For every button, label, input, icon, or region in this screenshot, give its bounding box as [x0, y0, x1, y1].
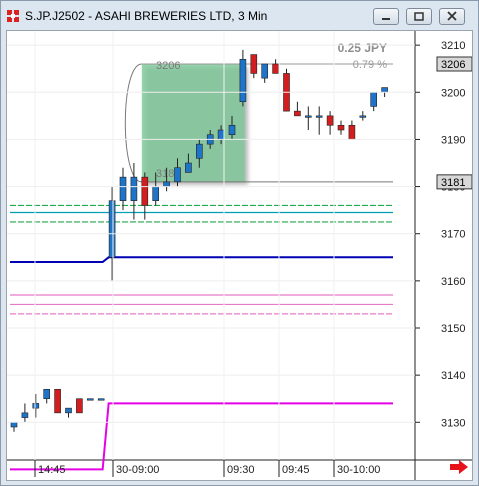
minimize-button[interactable]: [373, 8, 399, 25]
candle-body: [359, 115, 367, 118]
candle-body: [261, 63, 268, 79]
candle-body: [250, 54, 258, 74]
minimize-icon: [382, 18, 390, 20]
blue-step-line: [10, 256, 393, 263]
time-axis[interactable]: 14:45 30-09:00 09:30 09:45 30-10:00: [34, 31, 380, 477]
chart-panel[interactable]: 3206 3181 0.25 JPY 0.79 % 3210 3200 3190 31…: [6, 30, 473, 481]
candle[interactable]: [174, 158, 181, 187]
candle-body: [32, 403, 40, 409]
candle-body: [370, 91, 378, 107]
candle-body: [196, 143, 203, 159]
close-button[interactable]: [439, 8, 465, 25]
measure-box[interactable]: 3206 3181 0.25 JPY 0.79 %: [124, 41, 393, 183]
candle[interactable]: [250, 54, 258, 79]
close-icon: [447, 11, 457, 21]
candle[interactable]: [21, 403, 29, 423]
candle[interactable]: [228, 115, 236, 140]
candle[interactable]: [32, 394, 40, 418]
time-tick-label: 30-09:00: [116, 464, 159, 476]
price-tick-label: 3210: [441, 40, 465, 52]
measure-change-label: 0.25 JPY: [338, 41, 387, 55]
candle[interactable]: [43, 388, 51, 404]
candle-body: [65, 407, 72, 414]
candlestick-chart[interactable]: 3206 3181 0.25 JPY 0.79 % 3210 3200 3190 31…: [7, 31, 473, 480]
price-tick-label: 3140: [441, 370, 465, 382]
scroll-right-arrow-icon[interactable]: [448, 459, 470, 475]
candle-body: [152, 186, 159, 202]
candle-body: [76, 398, 83, 414]
candle[interactable]: [315, 106, 323, 135]
candle-body: [130, 176, 138, 202]
window-title: S.JP.J2502 - ASAHI BREWERIES LTD, 3 Min: [25, 9, 268, 23]
candle-body: [228, 124, 236, 136]
candle[interactable]: [65, 407, 72, 418]
candle[interactable]: [196, 139, 203, 168]
candle-body: [174, 167, 181, 183]
candle-body: [239, 58, 247, 103]
candle-body: [294, 110, 301, 117]
candle-body: [87, 398, 94, 401]
candle-body: [97, 398, 105, 401]
price-tick-label: 3190: [441, 134, 465, 146]
candle-body: [272, 63, 279, 74]
candle-body: [315, 115, 323, 118]
price-tick-label: 3170: [441, 229, 465, 241]
candle-body: [54, 388, 61, 414]
candle[interactable]: [326, 111, 334, 135]
indicator-lines: [10, 204, 393, 471]
candle-body: [217, 129, 225, 140]
measure-start-label: 3206: [156, 60, 180, 72]
candle-body: [326, 115, 334, 126]
candle[interactable]: [97, 398, 105, 401]
time-tick-label: 30-10:00: [337, 464, 380, 476]
candle-body: [10, 421, 18, 428]
candle-body: [163, 181, 170, 187]
candle-body: [108, 200, 116, 258]
candle[interactable]: [130, 163, 138, 220]
candle-body: [337, 124, 345, 131]
price-tick-label: 3160: [441, 276, 465, 288]
price-tick-label: 3150: [441, 323, 465, 335]
price-tags: 3206 3181: [436, 56, 473, 190]
candle[interactable]: [359, 111, 367, 121]
candle[interactable]: [337, 120, 345, 135]
price-tick-label: 3200: [441, 87, 465, 99]
candle[interactable]: [141, 172, 149, 220]
candle-body: [304, 115, 312, 118]
candle[interactable]: [294, 101, 301, 117]
restore-icon: [414, 12, 424, 21]
candle[interactable]: [261, 63, 268, 83]
candle-body: [381, 87, 388, 93]
candle[interactable]: [87, 398, 94, 401]
measure-box-fill[interactable]: [141, 64, 245, 182]
candle-body: [119, 176, 127, 202]
time-tick-label: 09:45: [282, 464, 310, 476]
candle[interactable]: [76, 398, 83, 414]
candle[interactable]: [283, 68, 290, 112]
app-logo-icon: [7, 10, 19, 22]
price-axis[interactable]: 321032003190318031703160315031403130: [7, 40, 465, 429]
price-tick-label: 3130: [441, 417, 465, 429]
time-tick-label: 09:30: [227, 464, 255, 476]
candle[interactable]: [304, 106, 312, 130]
time-tick-label: 14:45: [38, 464, 66, 476]
candle[interactable]: [185, 153, 192, 173]
candle-body: [185, 162, 192, 173]
candle[interactable]: [54, 388, 61, 414]
magenta-step-line: [10, 402, 393, 471]
candle[interactable]: [119, 167, 127, 211]
restore-button[interactable]: [406, 8, 432, 25]
price-tag-label: 3206: [441, 59, 465, 71]
candle-body: [21, 412, 29, 418]
price-tag-label: 3181: [441, 177, 465, 189]
measure-percent-label: 0.79 %: [353, 59, 387, 71]
title-bar[interactable]: S.JP.J2502 - ASAHI BREWERIES LTD, 3 Min: [1, 1, 478, 31]
candle-body: [141, 176, 149, 206]
candle-body: [43, 388, 51, 400]
candle-body: [348, 124, 356, 140]
candle[interactable]: [239, 49, 247, 107]
